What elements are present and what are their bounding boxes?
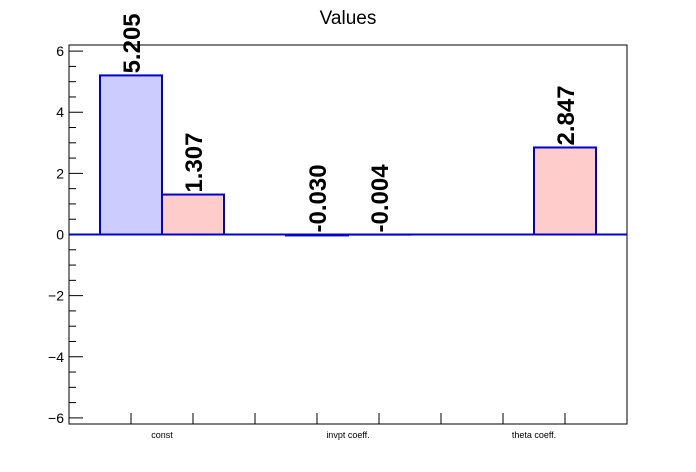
value-labels: 5.205 -0.030 1.307 -0.004 2.847	[119, 13, 580, 232]
x-axis: const invpt coeff. theta coeff.	[130, 413, 566, 440]
y-tick-label: −4	[48, 349, 64, 365]
bar-value-label: -0.004	[367, 164, 394, 233]
bars	[99, 74, 597, 237]
y-tick-label: 2	[56, 165, 64, 181]
bar-value-label: 5.205	[119, 13, 146, 73]
chart-title: Values	[320, 8, 377, 29]
bar-value-label: 1.307	[181, 132, 208, 192]
y-tick-label: −6	[48, 410, 64, 426]
x-category-label: const	[151, 430, 173, 440]
bar	[99, 74, 163, 236]
x-category-label: theta coeff.	[512, 430, 556, 440]
y-tick-label: −2	[48, 288, 64, 304]
x-category-label: invpt coeff.	[326, 430, 369, 440]
bar-value-label: -0.030	[305, 164, 332, 232]
y-tick-label: 4	[56, 104, 64, 120]
y-axis: 6 4 2 0 −2 −4 −6	[48, 43, 83, 426]
bar-value-label: 2.847	[553, 85, 580, 145]
y-tick-label: 6	[56, 43, 64, 59]
bar	[533, 146, 597, 236]
bar	[161, 193, 225, 236]
y-tick-label: 0	[56, 227, 64, 243]
